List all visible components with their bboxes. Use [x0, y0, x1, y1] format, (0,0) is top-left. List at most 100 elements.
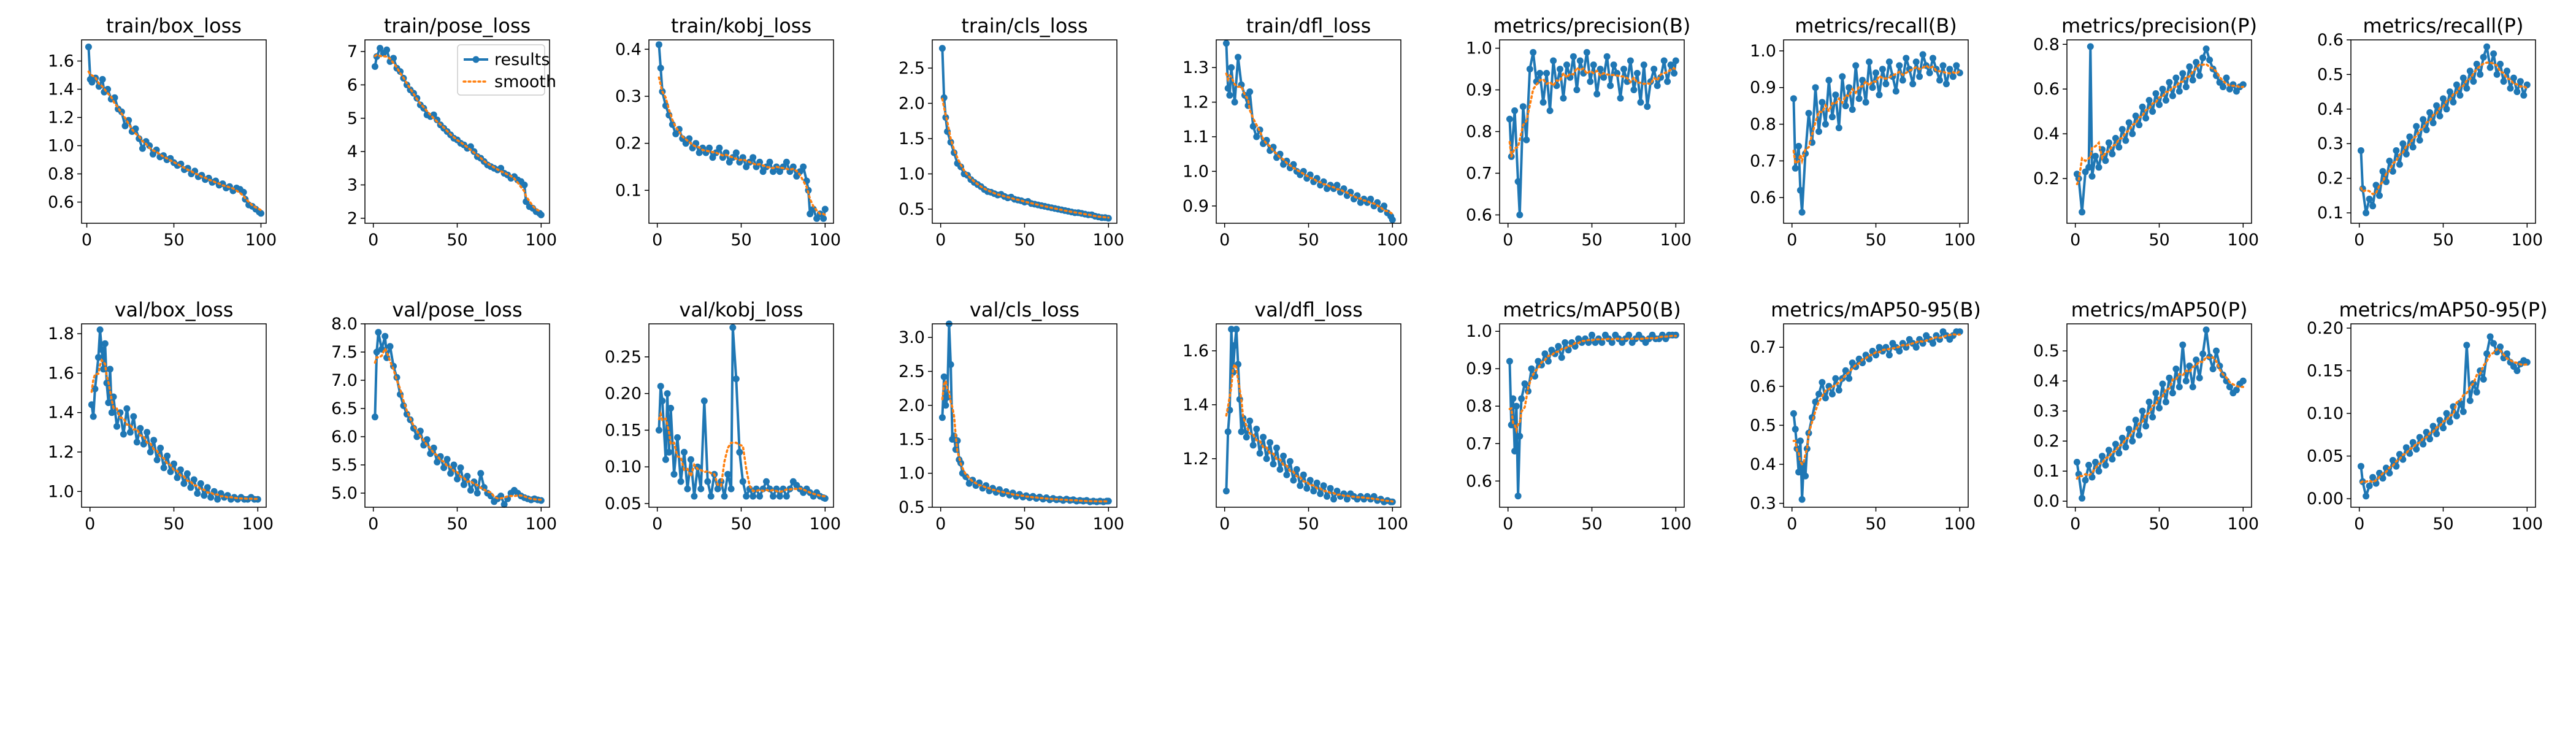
x-tick-label: 100	[1093, 231, 1125, 250]
results-point	[2152, 389, 2160, 397]
y-tick-label: 1.0	[1466, 39, 1492, 58]
results-point	[1587, 78, 1594, 85]
results-point	[1597, 66, 1604, 73]
results-point	[1946, 66, 1953, 73]
results-point	[1310, 488, 1317, 495]
results-point	[657, 64, 664, 72]
x-tick-label: 50	[730, 231, 751, 250]
results-point	[1231, 342, 1238, 349]
results-point	[1228, 326, 1235, 333]
results-point	[1623, 78, 1631, 85]
results-point	[2085, 461, 2093, 469]
x-tick-label: 0	[1787, 231, 1797, 250]
y-tick-label: 0.3	[2033, 402, 2060, 421]
results-point	[1222, 488, 1230, 495]
subplot-title: metrics/mAP50-95(B)	[1771, 298, 1981, 321]
results-point	[2193, 59, 2200, 66]
results-point	[1280, 453, 1287, 459]
results-point	[1909, 80, 1917, 88]
x-tick-label: 100	[1660, 515, 1692, 534]
results-point	[2520, 91, 2528, 99]
results-point	[729, 324, 737, 331]
y-tick-label: 1.0	[1183, 162, 1209, 181]
y-tick-label: 2.0	[899, 94, 925, 113]
subplot-16: metrics/mAP50-95(B) 0 50 100 0.3 0.4 0.5 0.6 0.7	[1750, 298, 1981, 534]
results-point	[1798, 496, 1806, 503]
results-point	[1815, 128, 1822, 135]
results-point	[1563, 61, 1570, 69]
results-point	[2095, 467, 2103, 475]
y-tick-label: 0.8	[48, 165, 74, 184]
results-point	[2429, 119, 2437, 126]
results-point	[1313, 479, 1321, 486]
results-point	[2459, 74, 2467, 82]
results-point	[1330, 496, 1337, 503]
results-point	[1543, 69, 1551, 77]
results-point	[1882, 80, 1890, 88]
subplot-13: val/cls_loss 0 50 100 0.5 1.0 1.5 2.0 2.5 3.0	[899, 298, 1124, 534]
results-point	[674, 434, 681, 441]
x-tick-label: 100	[2512, 231, 2543, 250]
results-point	[800, 163, 807, 171]
results-point	[1105, 497, 1112, 505]
smooth-line	[1225, 72, 1394, 215]
plot-frame	[81, 323, 267, 508]
results-point	[2175, 88, 2183, 95]
y-tick-label: 0.7	[1750, 338, 1776, 357]
y-tick-label: 0.1	[2033, 462, 2060, 481]
smooth-line	[941, 98, 1110, 219]
results-point	[2473, 61, 2480, 67]
results-point	[2429, 423, 2437, 430]
smooth-line	[374, 53, 543, 213]
results-point	[1949, 73, 1957, 80]
results-point	[373, 348, 380, 356]
y-tick-label: 0.9	[1466, 81, 1492, 100]
x-tick-label: 100	[245, 231, 277, 250]
subplot-title: train/pose_loss	[384, 14, 531, 37]
results-point	[2226, 383, 2233, 391]
results-point	[1630, 86, 1638, 93]
results-point	[2142, 423, 2150, 430]
results-point	[1228, 64, 1235, 71]
results-point	[1598, 339, 1606, 346]
results-point	[2115, 144, 2123, 151]
y-tick-label: 1.2	[1183, 450, 1209, 469]
results-point	[1235, 53, 1242, 61]
results-point	[672, 130, 680, 137]
x-tick-label: 100	[1377, 231, 1409, 250]
results-point	[1389, 216, 1396, 223]
results-point	[1516, 211, 1524, 218]
y-tick-label: 3.0	[899, 328, 925, 347]
y-tick-label: 1.6	[48, 52, 74, 71]
x-tick-label: 0	[368, 231, 378, 250]
results-point	[2122, 137, 2129, 144]
x-tick-label: 0	[2070, 231, 2080, 250]
results-point	[2112, 440, 2119, 448]
x-tick-label: 100	[242, 515, 274, 534]
results-point	[2409, 144, 2417, 151]
plot-frame	[81, 39, 267, 224]
results-point	[1644, 103, 1651, 110]
results-point	[2366, 482, 2373, 489]
results-point	[157, 445, 164, 451]
results-point	[1819, 99, 1826, 106]
results-point	[1610, 61, 1617, 69]
results-point	[1583, 48, 1590, 56]
subplot-4: train/cls_loss 0 50 100 0.5 1.0 1.5 2.0 2.5	[899, 14, 1124, 250]
results-point	[2079, 494, 2086, 502]
results-point	[783, 158, 790, 166]
subplot-7: metrics/recall(B) 0 50 100 0.6 0.7 0.8 0.9 1.0	[1750, 14, 1976, 250]
results-point	[1317, 490, 1324, 497]
results-point	[1796, 186, 1804, 194]
results-point	[2202, 45, 2210, 53]
results-point	[2357, 462, 2364, 470]
y-tick-label: 0.6	[1750, 377, 1776, 396]
results-point	[1885, 351, 1893, 359]
results-point	[1640, 61, 1647, 69]
results-point	[1573, 86, 1581, 93]
results-point	[521, 182, 528, 188]
results-point	[174, 474, 181, 481]
results-point	[537, 211, 545, 218]
results-point	[954, 437, 961, 444]
results-point	[197, 480, 204, 487]
